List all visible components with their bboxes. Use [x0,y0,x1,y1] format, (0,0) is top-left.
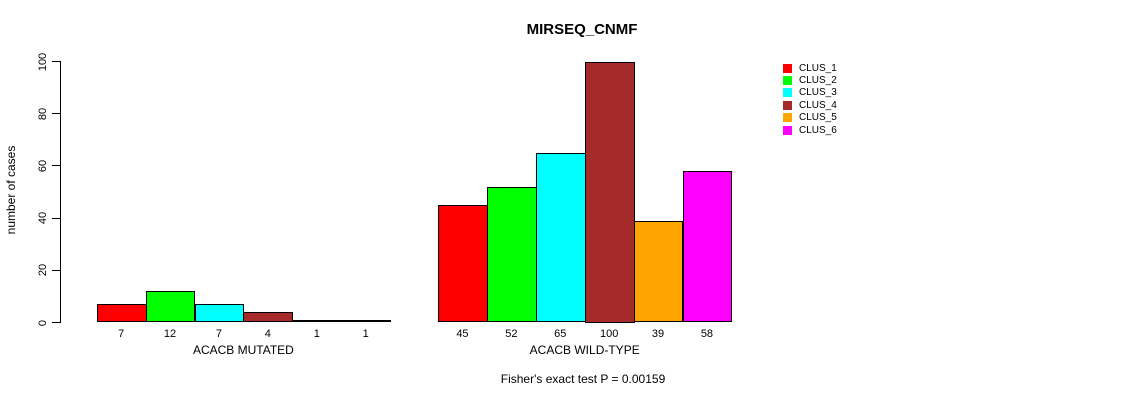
group-label: ACACB WILD-TYPE [529,343,640,357]
legend-label: CLUS_2 [799,75,837,87]
chart-title: MIRSEQ_CNMF [526,21,638,38]
y-axis-tick [52,165,60,167]
y-axis-tick [52,61,60,62]
legend-item: CLUS_6 [783,124,837,136]
legend-swatch-icon [783,63,792,73]
bar-value-label: 100 [599,328,619,340]
y-axis-tick-label: 80 [37,107,49,120]
y-axis-line [60,61,61,323]
legend: CLUS_1 CLUS_2 CLUS_3 CLUS_4 CLUS_5 CLUS_6 [783,62,837,136]
bar-clus_1 [438,205,488,323]
legend-item: CLUS_2 [783,74,837,86]
fisher-test-footnote: Fisher's exact test P = 0.00159 [500,372,666,386]
bar-clus_4 [584,61,635,323]
legend-label: CLUS_5 [799,112,837,124]
bar-clus_1 [96,304,147,323]
bar-value-label: 52 [505,328,518,340]
legend-label: CLUS_3 [799,87,837,99]
y-axis-tick-label: 0 [37,319,49,326]
y-axis-tick [52,269,60,271]
legend-swatch-icon [783,76,792,86]
bar-value-label: 58 [700,328,714,340]
bar-clus_6 [341,319,392,323]
group-label: ACACB MUTATED [192,343,294,357]
legend-item: CLUS_5 [783,112,837,124]
bar-clus_5 [633,220,684,323]
y-axis-tick-label: 100 [37,52,49,71]
bar-value-label: 65 [554,328,567,340]
y-axis-tick-label: 60 [37,159,49,173]
bar-value-label: 7 [215,328,222,340]
bar-clus_6 [682,171,733,323]
bar-value-label: 39 [651,328,665,340]
legend-label: CLUS_1 [799,62,837,74]
bar-value-label: 1 [313,328,320,340]
legend-label: CLUS_4 [799,99,837,111]
y-axis-label: number of cases [4,145,18,235]
bar-value-label: 12 [163,328,177,340]
legend-swatch-icon [783,125,792,135]
bar-clus_4 [243,312,294,323]
bar-value-label: 7 [118,328,125,340]
legend-item: CLUS_3 [783,87,837,99]
legend-swatch-icon [783,88,792,98]
bar-value-label: 45 [456,328,469,340]
y-axis-tick-label: 40 [37,211,49,225]
bar-clus_3 [194,304,245,323]
legend-label: CLUS_6 [799,124,837,136]
bar-clus_5 [292,319,343,323]
legend-item: CLUS_1 [783,62,837,74]
bar-clus_3 [535,152,586,323]
y-axis-tick [52,113,60,115]
bar-value-label: 4 [264,328,271,340]
legend-item: CLUS_4 [783,99,837,111]
legend-swatch-icon [783,100,792,110]
y-axis-tick [52,322,60,323]
bar-value-label: 1 [362,328,369,340]
bar-clus_2 [486,186,537,323]
y-axis-tick-label: 20 [37,264,49,277]
legend-swatch-icon [783,113,792,123]
bar-clus_2 [145,291,196,323]
y-axis-tick [52,217,60,219]
